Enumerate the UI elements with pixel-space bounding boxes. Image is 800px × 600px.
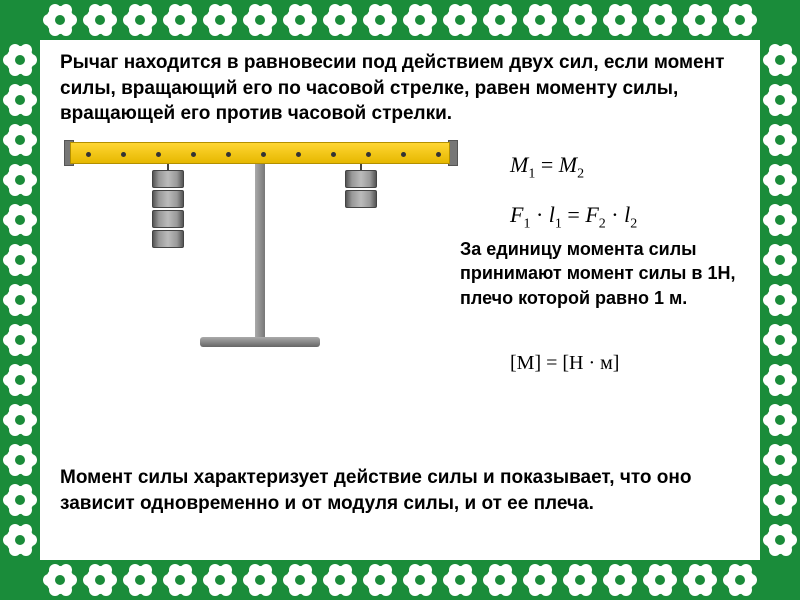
- flower-icon: [246, 566, 274, 594]
- flower-icon: [6, 366, 34, 394]
- flower-icon: [6, 126, 34, 154]
- flower-icon: [286, 6, 314, 34]
- flower-icon: [766, 366, 794, 394]
- flower-icon: [646, 566, 674, 594]
- beam-mark: [261, 152, 266, 157]
- flower-icon: [526, 566, 554, 594]
- flower-icon: [486, 566, 514, 594]
- flower-icon: [766, 406, 794, 434]
- flower-icon: [166, 566, 194, 594]
- weight: [345, 190, 377, 208]
- flower-icon: [286, 566, 314, 594]
- flower-icon: [766, 326, 794, 354]
- flower-icon: [6, 406, 34, 434]
- flower-icon: [766, 86, 794, 114]
- flower-icon: [566, 566, 594, 594]
- flower-icon: [526, 6, 554, 34]
- beam-mark: [401, 152, 406, 157]
- flower-icon: [766, 246, 794, 274]
- flower-icon: [766, 486, 794, 514]
- flower-icon: [6, 86, 34, 114]
- flower-icon: [686, 566, 714, 594]
- flower-icon: [766, 446, 794, 474]
- flower-icon: [366, 566, 394, 594]
- bottom-paragraph: Момент силы характеризует действие силы …: [60, 465, 740, 516]
- flower-icon: [6, 446, 34, 474]
- beam-mark: [156, 152, 161, 157]
- flower-icon: [206, 6, 234, 34]
- formula-forces: F1 · l1 = F2 · l2: [510, 202, 637, 232]
- flower-icon: [646, 6, 674, 34]
- flower-icon: [446, 6, 474, 34]
- flower-icon: [126, 6, 154, 34]
- flower-icon: [86, 6, 114, 34]
- flower-icon: [206, 566, 234, 594]
- lever-diagram: M1 = M2 F1 · l1 = F2 · l2 За единицу мом…: [50, 137, 750, 337]
- unit-paragraph: За единицу момента силы принимают момент…: [460, 237, 750, 310]
- flower-icon: [766, 126, 794, 154]
- weight-group: [152, 164, 184, 250]
- flower-icon: [6, 286, 34, 314]
- flower-icon: [446, 566, 474, 594]
- flower-icon: [726, 6, 754, 34]
- beam-mark: [436, 152, 441, 157]
- weight: [152, 210, 184, 228]
- beam-mark: [226, 152, 231, 157]
- flower-icon: [686, 6, 714, 34]
- flower-icon: [606, 6, 634, 34]
- flower-icon: [766, 46, 794, 74]
- flower-icon: [406, 566, 434, 594]
- flower-icon: [86, 566, 114, 594]
- flower-icon: [566, 6, 594, 34]
- flower-icon: [766, 526, 794, 554]
- weight: [152, 190, 184, 208]
- flower-icon: [326, 6, 354, 34]
- flower-icon: [166, 6, 194, 34]
- beam-mark: [121, 152, 126, 157]
- flower-icon: [366, 6, 394, 34]
- flower-icon: [6, 166, 34, 194]
- beam-mark: [191, 152, 196, 157]
- beam-mark: [296, 152, 301, 157]
- flower-icon: [606, 566, 634, 594]
- content-area: Рычаг находится в равновесии под действи…: [50, 45, 750, 555]
- flower-icon: [6, 206, 34, 234]
- main-paragraph: Рычаг находится в равновесии под действи…: [50, 45, 750, 137]
- flower-icon: [726, 566, 754, 594]
- flower-icon: [46, 566, 74, 594]
- flower-icon: [6, 326, 34, 354]
- formula-moments: M1 = M2: [510, 152, 637, 182]
- beam-mark: [366, 152, 371, 157]
- flower-icon: [246, 6, 274, 34]
- flower-icon: [406, 6, 434, 34]
- unit-formula: [M] = [Н · м]: [510, 352, 619, 375]
- flower-icon: [766, 286, 794, 314]
- beam-mark: [331, 152, 336, 157]
- flower-icon: [6, 526, 34, 554]
- flower-icon: [6, 46, 34, 74]
- flower-icon: [766, 166, 794, 194]
- weight: [345, 170, 377, 188]
- flower-icon: [486, 6, 514, 34]
- weight-group: [345, 164, 377, 210]
- beam-mark: [86, 152, 91, 157]
- flower-icon: [126, 566, 154, 594]
- weight: [152, 170, 184, 188]
- flower-icon: [6, 486, 34, 514]
- flower-icon: [766, 206, 794, 234]
- weight: [152, 230, 184, 248]
- flower-icon: [326, 566, 354, 594]
- flower-icon: [6, 246, 34, 274]
- flower-icon: [46, 6, 74, 34]
- lever-beam: [70, 142, 450, 164]
- stand-vertical: [255, 164, 265, 342]
- stand-base: [200, 337, 320, 347]
